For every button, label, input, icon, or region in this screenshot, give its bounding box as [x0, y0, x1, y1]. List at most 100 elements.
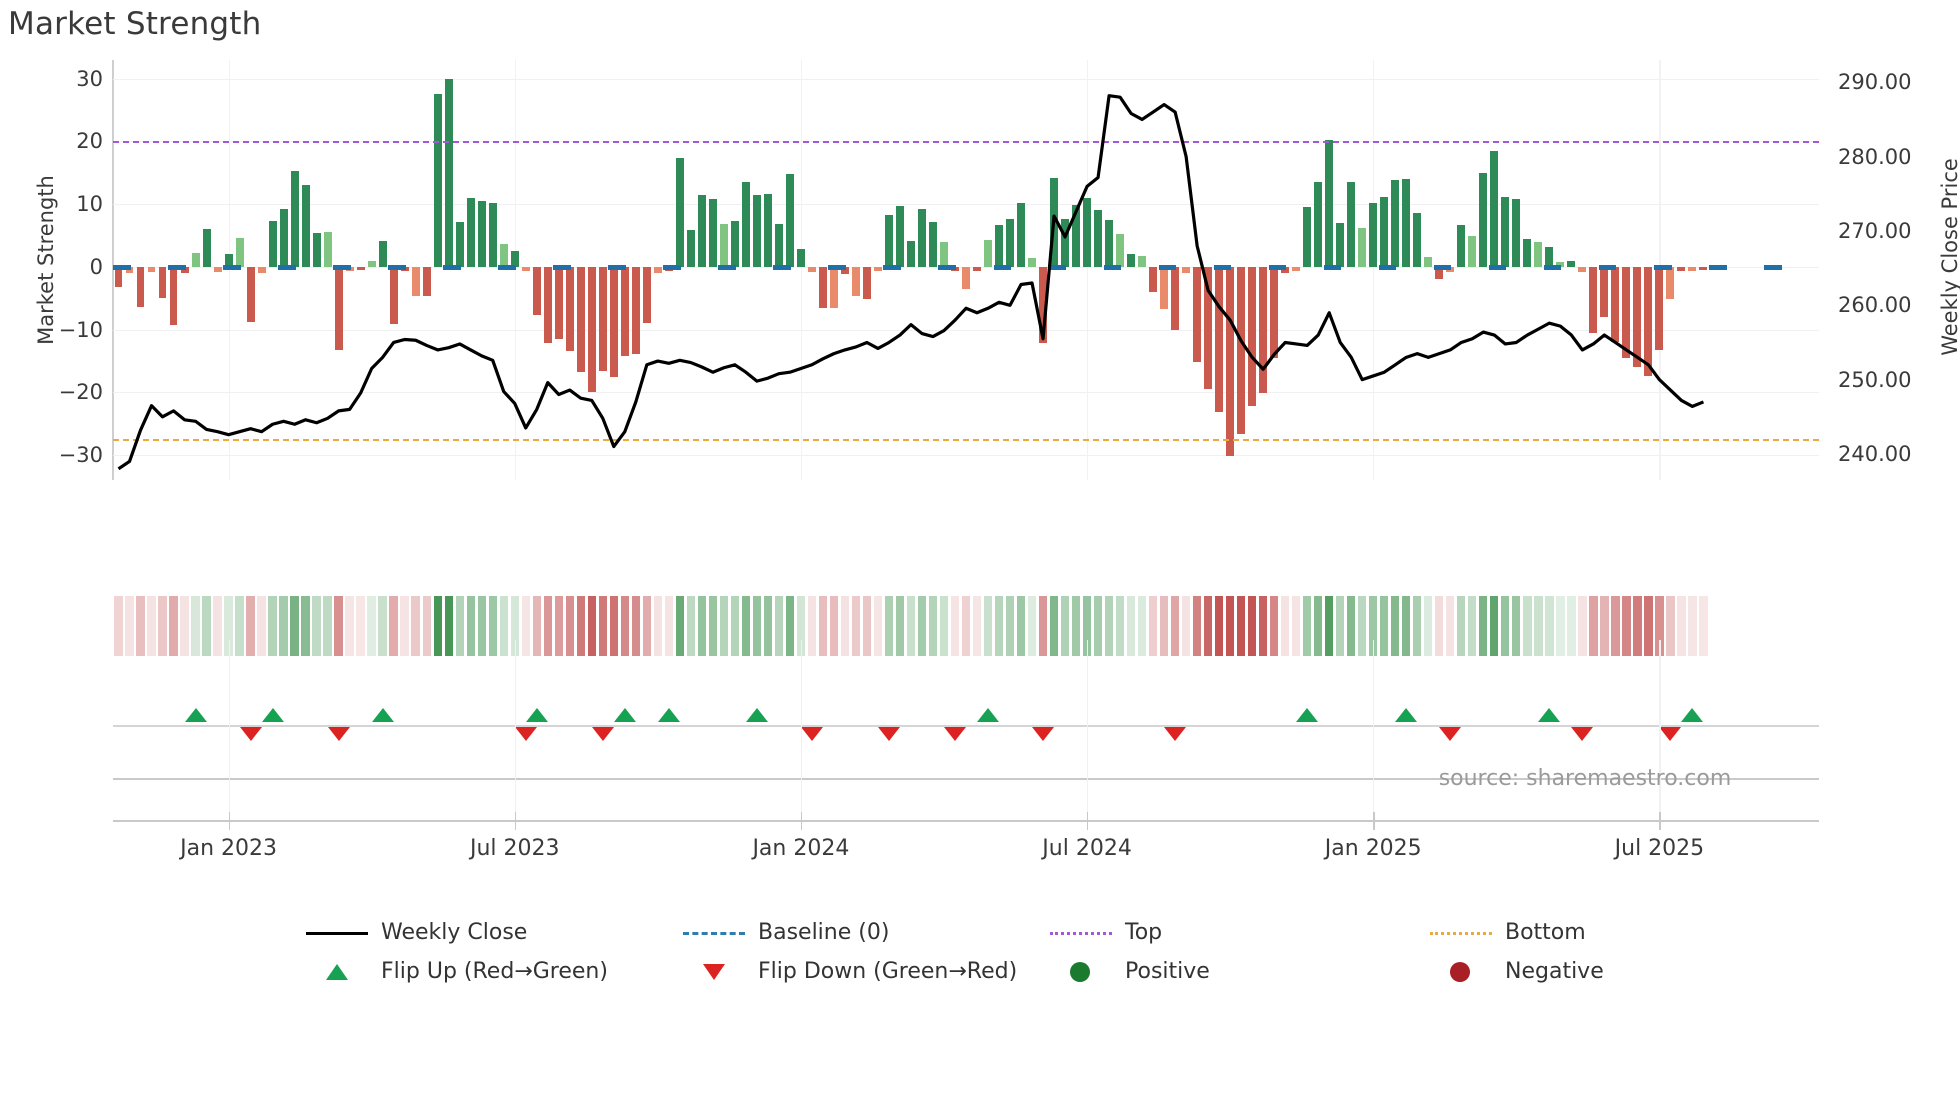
legend-item[interactable]: Flip Up (Red→Green)	[306, 959, 608, 984]
heatmap-cell	[939, 596, 949, 656]
heatmap-cell	[1501, 596, 1510, 656]
legend-item[interactable]: Baseline (0)	[683, 920, 889, 945]
legend-row-2: Flip Up (Red→Green) Flip Down (Green→Red)…	[0, 959, 1960, 998]
x-tick-mark	[1373, 812, 1375, 830]
x-axis-tick-label: Jul 2025	[1614, 836, 1705, 861]
legend-item-label: Flip Up (Red→Green)	[381, 959, 608, 984]
strength-bar	[1380, 197, 1389, 267]
strength-bar	[995, 224, 1003, 267]
strength-bar	[411, 266, 420, 297]
heatmap-cell	[609, 596, 618, 656]
x-gridline-lower	[228, 640, 230, 820]
strength-bar	[807, 266, 816, 272]
heatmap-cell	[510, 596, 519, 656]
strength-heatmap-strip	[113, 596, 1819, 656]
heatmap-cell	[1236, 596, 1246, 656]
legend-item[interactable]: Flip Down (Green→Red)	[683, 959, 1017, 984]
heatmap-cell	[1402, 596, 1411, 656]
heatmap-cell	[499, 596, 508, 656]
strength-bar	[191, 253, 200, 267]
strength-bar	[785, 174, 794, 267]
x-gridline	[514, 60, 516, 480]
flip-up-marker-icon	[613, 708, 636, 722]
heatmap-cell	[1699, 596, 1708, 656]
flip-down-marker-icon	[239, 727, 262, 741]
strength-bar	[1039, 266, 1047, 344]
flip-up-marker-icon	[1296, 708, 1319, 722]
strength-bar	[1644, 266, 1653, 376]
strength-bar	[763, 194, 772, 267]
heatmap-cell	[1523, 596, 1532, 656]
y-axis-left-tick: 0	[89, 254, 103, 279]
strength-bar	[774, 224, 783, 267]
legend-item[interactable]: Top	[1050, 920, 1162, 945]
heatmap-cell	[257, 596, 266, 656]
strength-bar	[180, 266, 189, 274]
strength-bar	[1083, 197, 1092, 267]
strength-bar	[1149, 266, 1158, 292]
strength-bar	[1457, 225, 1466, 267]
x-gridline	[228, 60, 230, 480]
strength-bar	[125, 266, 134, 274]
strength-bar	[1413, 212, 1422, 267]
strength-bar	[1512, 199, 1521, 267]
baseline-segment	[223, 264, 241, 270]
flip-up-marker-icon	[184, 708, 207, 722]
heatmap-cell	[1655, 596, 1664, 656]
baseline-segment	[1708, 264, 1727, 270]
heatmap-cell	[1269, 596, 1279, 656]
strength-bar	[1325, 139, 1334, 267]
heatmap-cell	[246, 596, 255, 656]
heatmap-cell	[1225, 596, 1235, 656]
heatmap-cell	[1038, 596, 1048, 656]
gridline	[113, 454, 1819, 456]
top-reference-line	[113, 141, 1819, 144]
gridline	[113, 204, 1819, 206]
baseline-segment	[1323, 264, 1342, 270]
legend-item[interactable]: Weekly Close	[306, 920, 527, 945]
bottom-reference-line	[113, 439, 1819, 442]
strength-bar	[1677, 266, 1686, 272]
left-axis-spine	[112, 60, 114, 480]
heatmap-cell	[708, 596, 718, 656]
y-axis-left-tick: −30	[58, 442, 103, 467]
x-tick-mark	[228, 812, 230, 830]
heatmap-cell	[719, 596, 729, 656]
strength-bar	[169, 266, 178, 325]
strength-bar	[675, 158, 684, 267]
strength-bar	[829, 266, 838, 309]
y-axis-right-tick: 270.00	[1838, 218, 1912, 243]
heatmap-cell	[1446, 596, 1455, 656]
strength-bar	[796, 248, 805, 267]
heatmap-cell	[1258, 596, 1268, 656]
flip-down-marker-icon	[1659, 727, 1682, 741]
strength-bar	[1391, 179, 1400, 267]
flip-down-marker-icon	[1032, 727, 1055, 741]
legend-item[interactable]: Positive	[1050, 959, 1210, 984]
heatmap-cell	[521, 596, 530, 656]
heatmap-cell	[191, 596, 200, 656]
heatmap-cell	[224, 596, 233, 656]
legend-item-label: Baseline (0)	[758, 920, 890, 945]
heatmap-cell	[136, 596, 145, 656]
strength-bar	[565, 266, 574, 351]
strength-bar	[1545, 247, 1554, 267]
legend-item-label: Negative	[1505, 959, 1604, 984]
heatmap-cell	[433, 596, 442, 656]
strength-bar	[1204, 266, 1213, 390]
heatmap-cell	[1049, 596, 1059, 656]
baseline-segment	[1653, 264, 1672, 270]
x-gridline	[1087, 60, 1089, 480]
legend-item[interactable]: Negative	[1430, 959, 1604, 984]
heatmap-cell	[1545, 596, 1554, 656]
strength-bar	[686, 229, 695, 267]
heatmap-cell	[972, 596, 982, 656]
flip-down-marker-icon	[327, 727, 350, 741]
heatmap-cell	[1027, 596, 1037, 656]
strength-bar	[1501, 196, 1510, 267]
heatmap-cell	[884, 596, 894, 656]
flip-down-marker-icon	[943, 727, 966, 741]
heatmap-cell	[950, 596, 960, 656]
legend-item[interactable]: Bottom	[1430, 920, 1586, 945]
strength-bar	[1182, 266, 1191, 274]
